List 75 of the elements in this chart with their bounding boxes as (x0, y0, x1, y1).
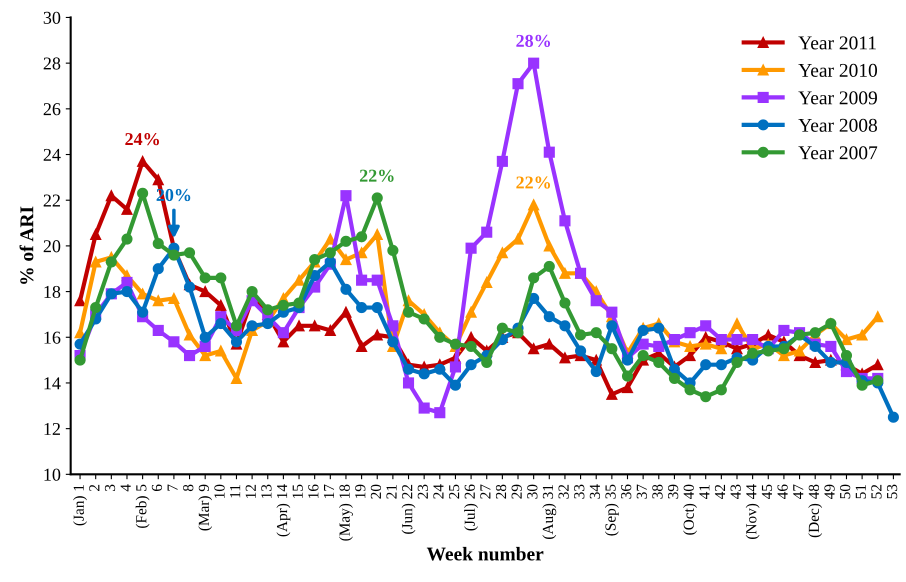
y-tick-label: 16 (44, 332, 60, 344)
x-tick-label: 2 (89, 484, 100, 492)
legend-label: Year 2010 (798, 64, 878, 77)
y-tick-label: 18 (44, 286, 60, 298)
x-tick-label: (Apr) 14 (276, 484, 290, 536)
x-tick-label: 45 (762, 484, 772, 500)
x-tick-label: (Jul) 26 (464, 484, 478, 530)
x-tick-label: 41 (699, 484, 710, 500)
x-tick-label: 19 (355, 484, 366, 498)
x-tick-label: (Jun) 22 (402, 484, 416, 534)
x-tick-label: 23 (418, 484, 428, 499)
x-tick-label: 52 (871, 484, 882, 498)
annotation: 24% (125, 133, 159, 146)
x-tick-label: (Mar) 9 (198, 484, 212, 530)
x-tick-label: 38 (652, 484, 663, 499)
x-tick-label: 28 (496, 484, 506, 499)
x-tick-label: 50 (840, 484, 850, 498)
legend-label: Year 2009 (798, 91, 877, 104)
x-tick-label: (Nov) 44 (746, 484, 760, 539)
x-tick-label: 36 (621, 484, 632, 499)
y-tick-label: 20 (44, 240, 60, 252)
x-tick-label: 16 (308, 484, 318, 498)
x-tick-label: (Aug) 31 (542, 484, 556, 539)
x-tick-label: 20 (370, 484, 382, 499)
x-tick-label: 42 (714, 484, 726, 500)
x-tick-label: 49 (824, 484, 835, 500)
x-tick-label: 17 (324, 484, 334, 498)
x-tick-label: 33 (574, 484, 584, 499)
x-tick-label: 51 (856, 484, 866, 498)
x-tick-label: 39 (668, 484, 678, 499)
y-tick-label: 12 (44, 422, 60, 435)
annotation: 22% (360, 170, 394, 182)
x-tick-label: (Dec) 48 (808, 484, 822, 538)
y-tick-label: 26 (44, 103, 60, 116)
x-tick-label: 47 (793, 484, 804, 500)
x-tick-label: 27 (480, 484, 490, 499)
x-tick-label: 12 (246, 484, 256, 498)
x-tick-label: 30 (527, 484, 538, 499)
annotation: 22% (516, 176, 550, 189)
y-tick-label: 22 (44, 194, 60, 206)
x-axis-title: Week number (426, 546, 544, 561)
x-tick-label: 25 (449, 484, 460, 499)
x-tick-label: 13 (261, 484, 272, 498)
x-tick-label: 6 (152, 484, 162, 492)
x-tick-label: 4 (120, 484, 131, 492)
x-tick-label: 32 (558, 484, 569, 499)
x-tick-label: 21 (386, 484, 397, 499)
x-tick-label: (May) 18 (339, 484, 353, 541)
x-tick-label: (Jan) 1 (73, 484, 87, 526)
legend-label: Year 2008 (798, 118, 878, 132)
x-tick-label: 10 (214, 484, 225, 498)
x-tick-label: 43 (730, 484, 741, 500)
y-tick-label: 28 (44, 57, 60, 70)
x-tick-label: 11 (230, 484, 240, 498)
x-tick-label: 3 (104, 484, 116, 491)
y-tick-label: 14 (44, 377, 61, 390)
x-tick-label: 34 (590, 484, 600, 499)
x-tick-label: (Oct) 40 (683, 484, 697, 535)
legend-label: Year 2007 (798, 146, 878, 160)
legend-label: Year 2011 (798, 36, 876, 50)
x-tick-label: 7 (168, 484, 178, 491)
y-axis-title: % of ARI (20, 206, 34, 284)
x-tick-label: 29 (512, 484, 522, 499)
x-tick-label: 46 (777, 484, 788, 500)
x-tick-label: (Feb) 5 (136, 484, 150, 528)
x-tick-label: 24 (433, 484, 444, 499)
x-tick-label: 15 (292, 484, 303, 498)
annotation: 28% (516, 34, 550, 48)
y-tick-label: 30 (44, 12, 60, 24)
x-tick-label: 53 (886, 484, 898, 498)
x-tick-label: 8 (183, 484, 194, 492)
y-tick-label: 10 (44, 468, 60, 481)
y-tick-label: 24 (44, 148, 61, 161)
x-tick-label: 37 (636, 484, 647, 499)
x-tick-label: (Sep) 35 (604, 484, 619, 536)
